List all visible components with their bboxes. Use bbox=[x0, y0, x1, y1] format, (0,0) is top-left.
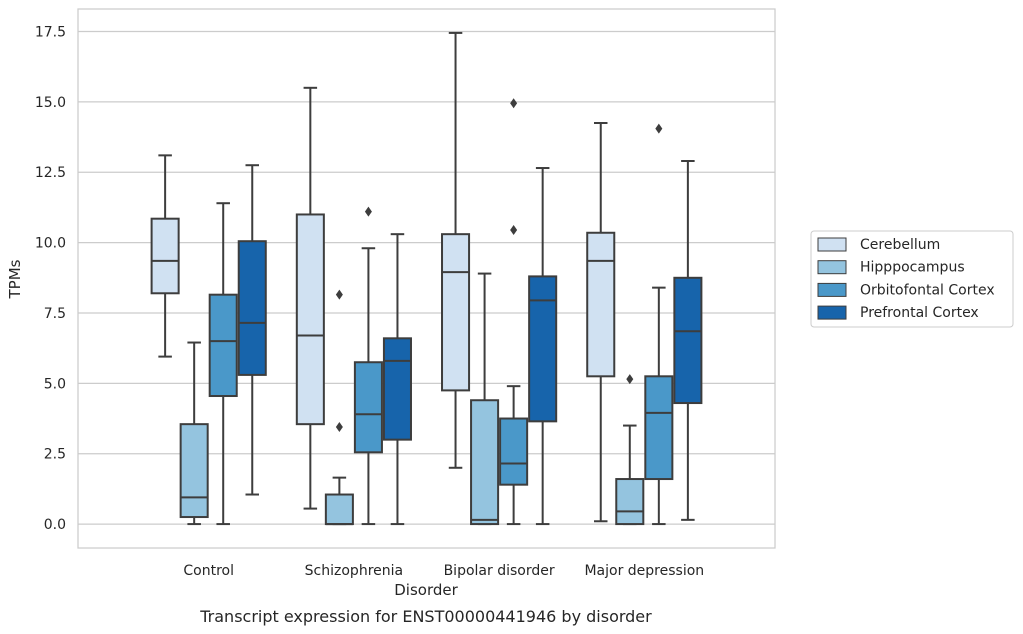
outlier-point bbox=[655, 123, 663, 134]
box-orbitofontal-cortex bbox=[353, 206, 383, 526]
x-tick-label: Schizophrenia bbox=[305, 563, 403, 579]
box-prefrontal-cortex bbox=[237, 164, 267, 496]
box-body bbox=[528, 275, 558, 423]
outlier-point bbox=[510, 98, 518, 109]
box-cerebellum bbox=[150, 154, 180, 358]
box-body bbox=[353, 361, 383, 454]
x-tick-label: Control bbox=[183, 563, 234, 579]
outlier-point bbox=[335, 421, 343, 432]
box-cerebellum bbox=[295, 86, 325, 510]
box-body bbox=[499, 417, 529, 486]
box-hipppocampus bbox=[470, 272, 500, 526]
y-tick-label: 12.5 bbox=[35, 165, 66, 181]
box-body bbox=[615, 478, 645, 526]
box-orbitofontal-cortex bbox=[499, 98, 529, 526]
box-orbitofontal-cortex bbox=[208, 202, 238, 526]
box-body bbox=[150, 217, 180, 295]
y-tick-label: 0.0 bbox=[44, 517, 66, 533]
box-hipppocampus bbox=[615, 374, 645, 526]
x-tick-label: Major depression bbox=[584, 563, 704, 579]
box-body bbox=[586, 231, 616, 378]
legend-swatch bbox=[817, 237, 847, 252]
box-body bbox=[324, 493, 354, 526]
box-body bbox=[295, 213, 325, 426]
box-body bbox=[237, 240, 267, 376]
y-tick-label: 15.0 bbox=[35, 95, 66, 111]
box-cerebellum bbox=[586, 121, 616, 523]
box-prefrontal-cortex bbox=[673, 159, 703, 521]
y-tick-label: 7.5 bbox=[44, 306, 66, 322]
x-axis-title: Disorder bbox=[394, 581, 458, 599]
y-tick-label: 10.0 bbox=[35, 236, 66, 252]
y-tick-label: 2.5 bbox=[44, 447, 66, 463]
x-tick-labels: Control Schizophrenia Bipolar disorder Majo… bbox=[183, 563, 704, 579]
legend-swatch bbox=[817, 282, 847, 297]
box-hipppocampus bbox=[179, 341, 209, 526]
legend: Cerebellum Hipppocampus Orbitofontal Corte… bbox=[810, 230, 1014, 328]
box-body bbox=[673, 276, 703, 405]
y-tick-label: 17.5 bbox=[35, 25, 66, 41]
box-orbitofontal-cortex bbox=[644, 123, 674, 526]
box-body bbox=[179, 423, 209, 519]
y-axis-title: TPMs bbox=[6, 259, 24, 299]
outlier-point bbox=[335, 289, 343, 300]
legend-label: Cerebellum bbox=[860, 237, 940, 253]
box-prefrontal-cortex bbox=[528, 167, 558, 526]
y-tick-label: 5.0 bbox=[44, 376, 66, 392]
box-body bbox=[208, 293, 238, 398]
box-body bbox=[382, 337, 412, 441]
box-prefrontal-cortex bbox=[382, 233, 412, 526]
legend-swatch bbox=[817, 305, 847, 320]
legend-swatch bbox=[817, 260, 847, 275]
legend-label: Prefrontal Cortex bbox=[860, 305, 979, 321]
legend-frame bbox=[810, 230, 1014, 328]
box-body bbox=[644, 375, 674, 481]
x-tick-label: Bipolar disorder bbox=[444, 563, 555, 579]
box-hipppocampus bbox=[324, 289, 354, 526]
legend-label: Hipppocampus bbox=[860, 260, 965, 276]
box-body bbox=[441, 233, 471, 392]
plot-frame bbox=[77, 8, 776, 549]
outlier-point bbox=[510, 224, 518, 235]
legend-label: Orbitofontal Cortex bbox=[860, 282, 995, 298]
y-tick-labels: 0.0 2.5 5.0 7.5 10.0 12.5 15.0 17.5 bbox=[35, 25, 66, 534]
chart-caption: Transcript expression for ENST0000044194… bbox=[199, 607, 652, 626]
box-layer bbox=[150, 31, 703, 526]
box-cerebellum bbox=[441, 31, 471, 469]
box-body bbox=[470, 399, 500, 526]
outlier-point bbox=[626, 374, 634, 385]
outlier-point bbox=[364, 206, 372, 217]
